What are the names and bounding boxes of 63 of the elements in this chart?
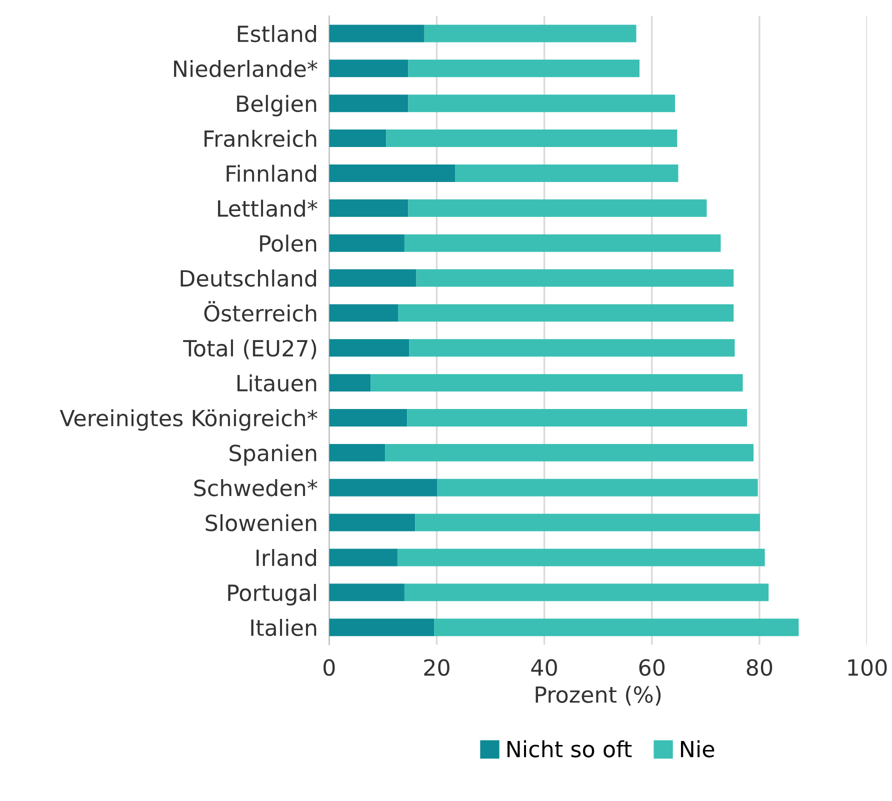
bar [408, 60, 640, 78]
bar [329, 269, 416, 287]
y-tick-label: Total (EU27) [183, 339, 316, 360]
bar [329, 444, 386, 462]
bar [404, 584, 769, 602]
x-axis-title: Prozent (%) [536, 686, 661, 706]
bar [329, 374, 371, 392]
bar [416, 269, 734, 287]
bar [329, 339, 410, 357]
bar [329, 234, 404, 252]
y-tick-label: Schweden* [194, 479, 318, 496]
y-tick-label: Vereinigtes Königreich* [60, 409, 318, 431]
bar [329, 409, 408, 426]
bar [329, 164, 456, 182]
bar [329, 618, 434, 636]
y-tick-label: Slowenien [206, 514, 316, 532]
bar [386, 130, 678, 148]
bar [409, 339, 735, 357]
y-tick-label: Österreich [204, 301, 316, 322]
bar [370, 374, 743, 392]
bar [329, 60, 408, 78]
y-tick-label: Frankreich [204, 130, 316, 148]
bar [424, 24, 636, 42]
bar [408, 199, 707, 217]
bar [415, 514, 760, 532]
bar [397, 548, 765, 566]
y-tick-label: Italien [251, 618, 316, 636]
bar [408, 94, 675, 112]
x-tick-label: 20 [424, 659, 450, 676]
bar [329, 514, 416, 532]
x-tick-label: 40 [531, 659, 557, 676]
y-tick-label: Estland [238, 25, 316, 42]
bar [455, 164, 678, 182]
y-tick-label: Portugal [228, 584, 316, 606]
bar [329, 548, 398, 566]
bar [329, 199, 408, 217]
bar [385, 444, 754, 462]
y-tick-label: Finnland [226, 164, 316, 182]
y-tick-label: Spanien [230, 444, 316, 466]
y-tick-label: Niederlande* [174, 60, 318, 78]
x-tick-label: 100 [848, 659, 887, 676]
bar [329, 94, 408, 112]
bar [437, 478, 758, 496]
bar [329, 130, 386, 148]
bar [329, 584, 404, 602]
y-tick-label: Belgien [237, 94, 316, 116]
x-tick-label: 60 [639, 659, 665, 676]
bar [329, 304, 398, 322]
legend-label: Nie [681, 740, 714, 758]
x-tick-label: 0 [324, 659, 335, 676]
bar [407, 409, 748, 426]
bar [404, 234, 721, 252]
y-tick-label: Irland [256, 549, 316, 566]
y-tick-label: Deutschland [180, 270, 316, 287]
bar [329, 478, 438, 496]
y-tick-label: Lettland* [218, 200, 318, 217]
y-tick-label: Polen [260, 234, 316, 252]
bar [329, 24, 424, 42]
legend-label: Nicht so oft [507, 740, 632, 758]
bar [398, 304, 734, 322]
bar [434, 618, 799, 636]
y-tick-label: Litauen [237, 374, 316, 392]
x-tick-label: 80 [746, 659, 772, 676]
